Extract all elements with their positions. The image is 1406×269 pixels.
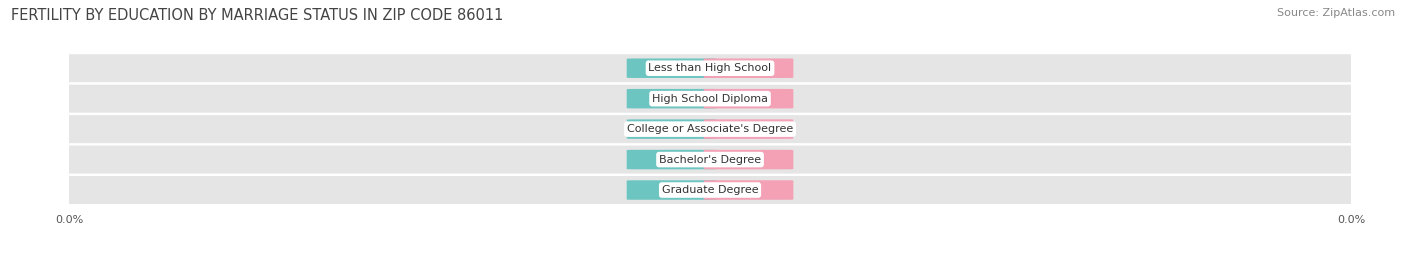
Text: Bachelor's Degree: Bachelor's Degree bbox=[659, 155, 761, 165]
Text: FERTILITY BY EDUCATION BY MARRIAGE STATUS IN ZIP CODE 86011: FERTILITY BY EDUCATION BY MARRIAGE STATU… bbox=[11, 8, 503, 23]
Text: 0.0%: 0.0% bbox=[735, 185, 762, 195]
FancyBboxPatch shape bbox=[703, 119, 793, 139]
Text: Source: ZipAtlas.com: Source: ZipAtlas.com bbox=[1277, 8, 1395, 18]
Text: High School Diploma: High School Diploma bbox=[652, 94, 768, 104]
FancyBboxPatch shape bbox=[69, 146, 1351, 174]
Text: Graduate Degree: Graduate Degree bbox=[662, 185, 758, 195]
Text: 0.0%: 0.0% bbox=[658, 94, 685, 104]
Text: 0.0%: 0.0% bbox=[735, 63, 762, 73]
Legend: Married, Unmarried: Married, Unmarried bbox=[631, 266, 789, 269]
Text: 0.0%: 0.0% bbox=[658, 185, 685, 195]
FancyBboxPatch shape bbox=[703, 180, 793, 200]
Text: 0.0%: 0.0% bbox=[658, 155, 685, 165]
FancyBboxPatch shape bbox=[69, 54, 1351, 82]
FancyBboxPatch shape bbox=[627, 150, 717, 169]
FancyBboxPatch shape bbox=[69, 176, 1351, 204]
FancyBboxPatch shape bbox=[627, 58, 717, 78]
Text: 0.0%: 0.0% bbox=[658, 124, 685, 134]
FancyBboxPatch shape bbox=[69, 115, 1351, 143]
Text: 0.0%: 0.0% bbox=[735, 124, 762, 134]
FancyBboxPatch shape bbox=[703, 150, 793, 169]
Text: 0.0%: 0.0% bbox=[735, 155, 762, 165]
FancyBboxPatch shape bbox=[627, 119, 717, 139]
FancyBboxPatch shape bbox=[627, 180, 717, 200]
FancyBboxPatch shape bbox=[703, 89, 793, 108]
Text: Less than High School: Less than High School bbox=[648, 63, 772, 73]
FancyBboxPatch shape bbox=[69, 85, 1351, 113]
Text: 0.0%: 0.0% bbox=[735, 94, 762, 104]
Text: 0.0%: 0.0% bbox=[658, 63, 685, 73]
FancyBboxPatch shape bbox=[627, 89, 717, 108]
FancyBboxPatch shape bbox=[703, 58, 793, 78]
Text: College or Associate's Degree: College or Associate's Degree bbox=[627, 124, 793, 134]
